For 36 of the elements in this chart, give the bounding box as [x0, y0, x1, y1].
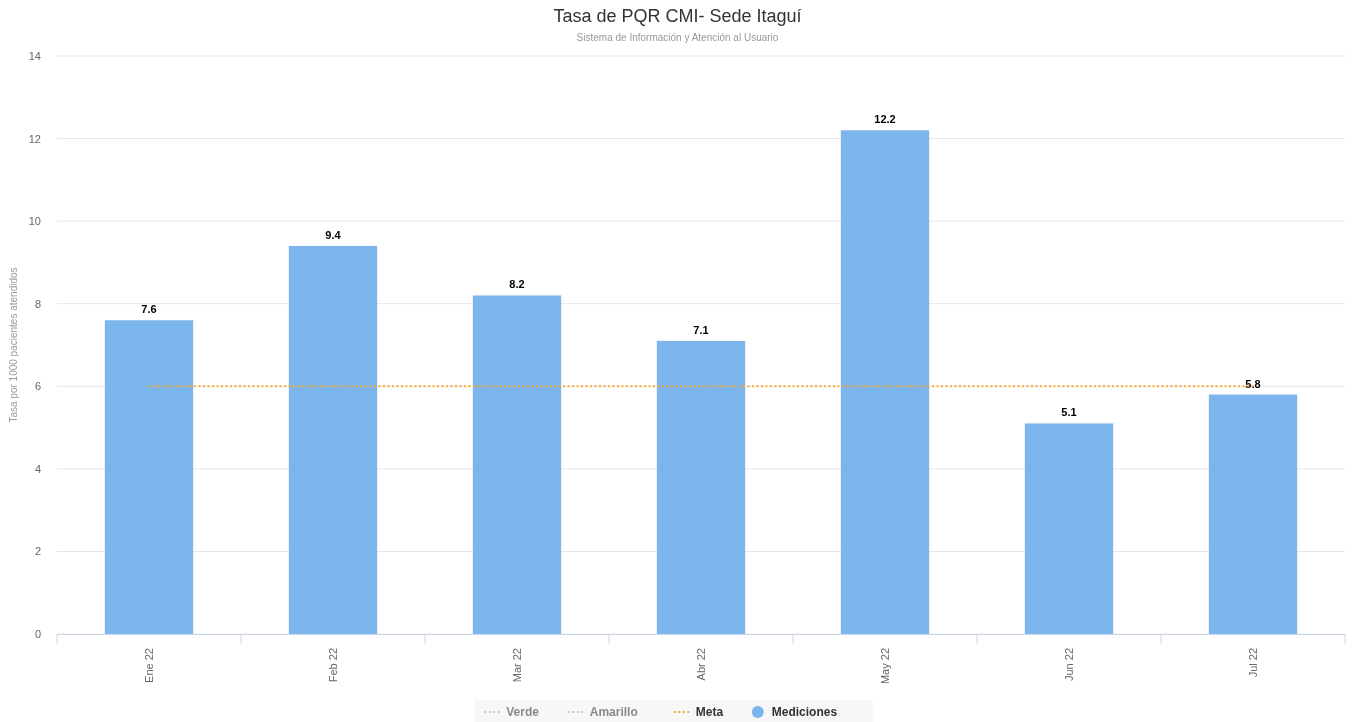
x-tick-label: Mar 22: [511, 648, 523, 683]
y-tick-label: 10: [28, 215, 41, 228]
data-label: 9.4: [325, 228, 342, 241]
data-label: 5.8: [1245, 377, 1261, 390]
y-tick-label: 4: [34, 462, 41, 475]
legend-label: Amarillo: [589, 705, 638, 719]
x-tick-label: Jul 22: [1247, 648, 1259, 678]
x-tick-label: Jun 22: [1063, 648, 1075, 682]
bar: [840, 130, 930, 634]
y-tick-label: 2: [34, 545, 41, 558]
data-label: 12.2: [874, 113, 896, 126]
bar: [288, 245, 378, 634]
legend-label: Meta: [695, 705, 724, 719]
data-label: 8.2: [509, 278, 525, 291]
x-tick-label: Abr 22: [695, 648, 707, 681]
chart-title: Tasa de PQR CMI- Sede Itaguí: [553, 6, 802, 26]
bar: [104, 320, 194, 634]
bar: [1024, 423, 1114, 634]
chart-subtitle: Sistema de Información y Atención al Usuario: [576, 32, 779, 43]
bar: [656, 340, 746, 634]
data-label: 7.1: [693, 323, 709, 336]
x-tick-label: May 22: [879, 648, 891, 685]
y-tick-label: 0: [34, 628, 41, 640]
y-tick-label: 14: [28, 50, 41, 62]
y-tick-label: 12: [28, 132, 41, 145]
data-label: 7.6: [141, 303, 157, 316]
bar: [472, 295, 562, 634]
data-label: 5.1: [1061, 406, 1077, 419]
x-tick-label: Ene 22: [143, 648, 155, 683]
bar: [1208, 394, 1298, 634]
y-tick-label: 6: [34, 380, 41, 393]
legend-label: Mediciones: [771, 705, 838, 719]
legend-label: Verde: [506, 705, 540, 719]
y-tick-label: 8: [34, 297, 41, 310]
x-tick-label: Feb 22: [327, 648, 339, 683]
y-axis-title: Tasa por 1000 pacientes atendidos: [8, 267, 19, 423]
